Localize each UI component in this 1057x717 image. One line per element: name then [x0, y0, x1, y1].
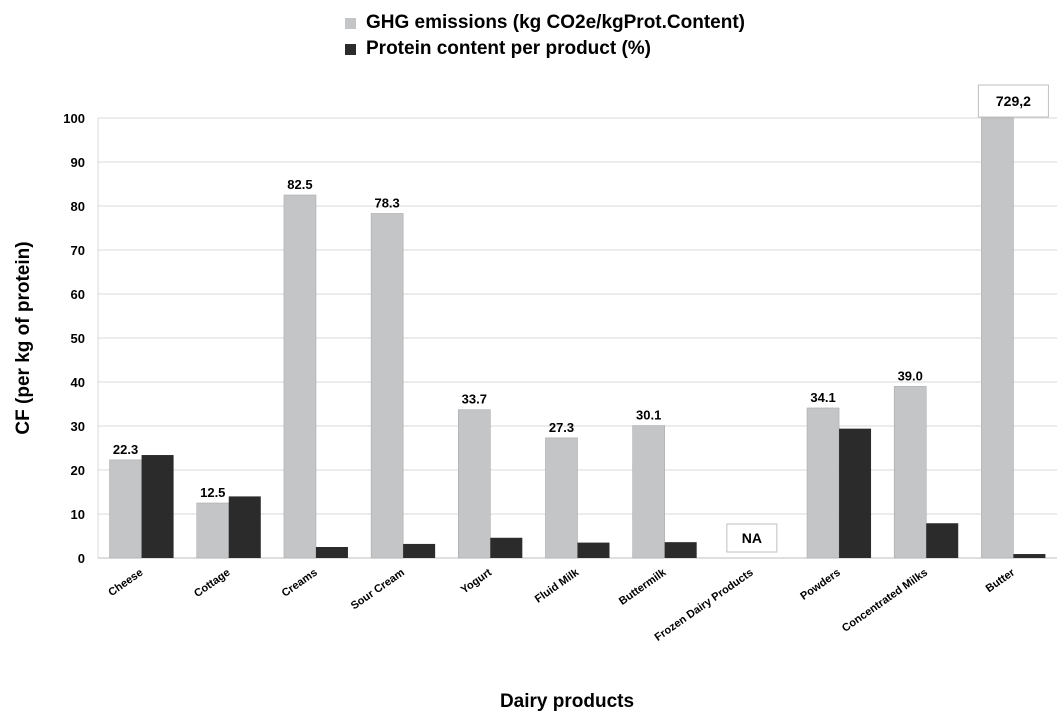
- ghg-bar: [370, 213, 404, 559]
- data-label: 27.3: [549, 420, 574, 435]
- protein-bar: [141, 455, 174, 558]
- x-tick-label: Concentrated Milks: [840, 567, 930, 635]
- y-tick-label: 90: [71, 155, 85, 170]
- protein-bar: [839, 428, 872, 558]
- data-label: NA: [742, 530, 762, 546]
- data-label: 12.5: [200, 485, 225, 500]
- data-label: 22.3: [113, 442, 138, 457]
- protein-bar: [228, 496, 261, 558]
- y-tick-label: 100: [63, 111, 85, 126]
- ghg-bar: [283, 194, 317, 559]
- protein-bar: [664, 542, 697, 558]
- x-tick-label: Fluid Milk: [533, 566, 582, 605]
- y-tick-label: 20: [71, 463, 85, 478]
- x-tick-label: Creams: [280, 567, 320, 600]
- legend-item-ghg: GHG emissions (kg CO2e/kgProt.Content): [345, 10, 745, 36]
- ghg-bar: [196, 502, 230, 559]
- data-label: 30.1: [636, 408, 661, 423]
- protein-bar: [315, 547, 348, 558]
- data-label: 729,2: [996, 93, 1031, 109]
- y-tick-label: 40: [71, 375, 85, 390]
- ghg-bar: [458, 409, 491, 559]
- y-tick-label: 50: [71, 331, 85, 346]
- data-label: 39.0: [898, 368, 923, 383]
- data-label: 78.3: [374, 195, 399, 210]
- data-label: 82.5: [287, 177, 312, 192]
- x-tick-label: Powders: [798, 567, 842, 603]
- ghg-bar: [632, 425, 665, 559]
- ghg-bar: [545, 437, 578, 559]
- y-tick-label: 30: [71, 419, 85, 434]
- protein-bar: [490, 537, 523, 558]
- x-tick-label: Frozen Dairy Products: [653, 567, 756, 644]
- legend: GHG emissions (kg CO2e/kgProt.Content) P…: [345, 10, 745, 62]
- x-tick-label: Cheese: [106, 567, 145, 599]
- y-tick-label: 0: [78, 551, 85, 566]
- overflow-label-box: [977, 84, 1049, 118]
- x-tick-label: Cottage: [192, 567, 232, 600]
- legend-swatch-protein: [345, 43, 356, 55]
- protein-bar: [403, 543, 436, 558]
- y-tick-label: 80: [71, 199, 85, 214]
- x-axis-title: Dairy products: [500, 691, 634, 712]
- x-tick-label: Buttermilk: [617, 566, 669, 608]
- ghg-bar: [893, 386, 927, 559]
- x-tick-label: Butter: [984, 566, 1018, 595]
- legend-swatch-ghg: [345, 17, 356, 29]
- protein-bar: [926, 523, 959, 558]
- legend-item-protein: Protein content per product (%): [345, 36, 745, 62]
- x-tick-label: Sour Cream: [349, 567, 407, 613]
- y-tick-label: 70: [71, 243, 85, 258]
- y-tick-label: 10: [71, 507, 85, 522]
- legend-label-ghg: GHG emissions (kg CO2e/kgProt.Content): [366, 12, 745, 33]
- y-axis-title: CF (per kg of protein): [13, 241, 34, 434]
- protein-bar: [577, 542, 610, 558]
- legend-label-protein: Protein content per product (%): [366, 38, 651, 59]
- data-label: 34.1: [810, 390, 835, 405]
- x-tick-label: Yogurt: [459, 566, 495, 596]
- ghg-bar: [806, 407, 840, 559]
- data-label: 33.7: [462, 392, 487, 407]
- protein-bar: [1013, 554, 1046, 558]
- ghg-bar: [109, 459, 142, 559]
- ghg-bar: [981, 117, 1014, 559]
- y-tick-label: 60: [71, 287, 85, 302]
- na-label-box: [726, 523, 778, 553]
